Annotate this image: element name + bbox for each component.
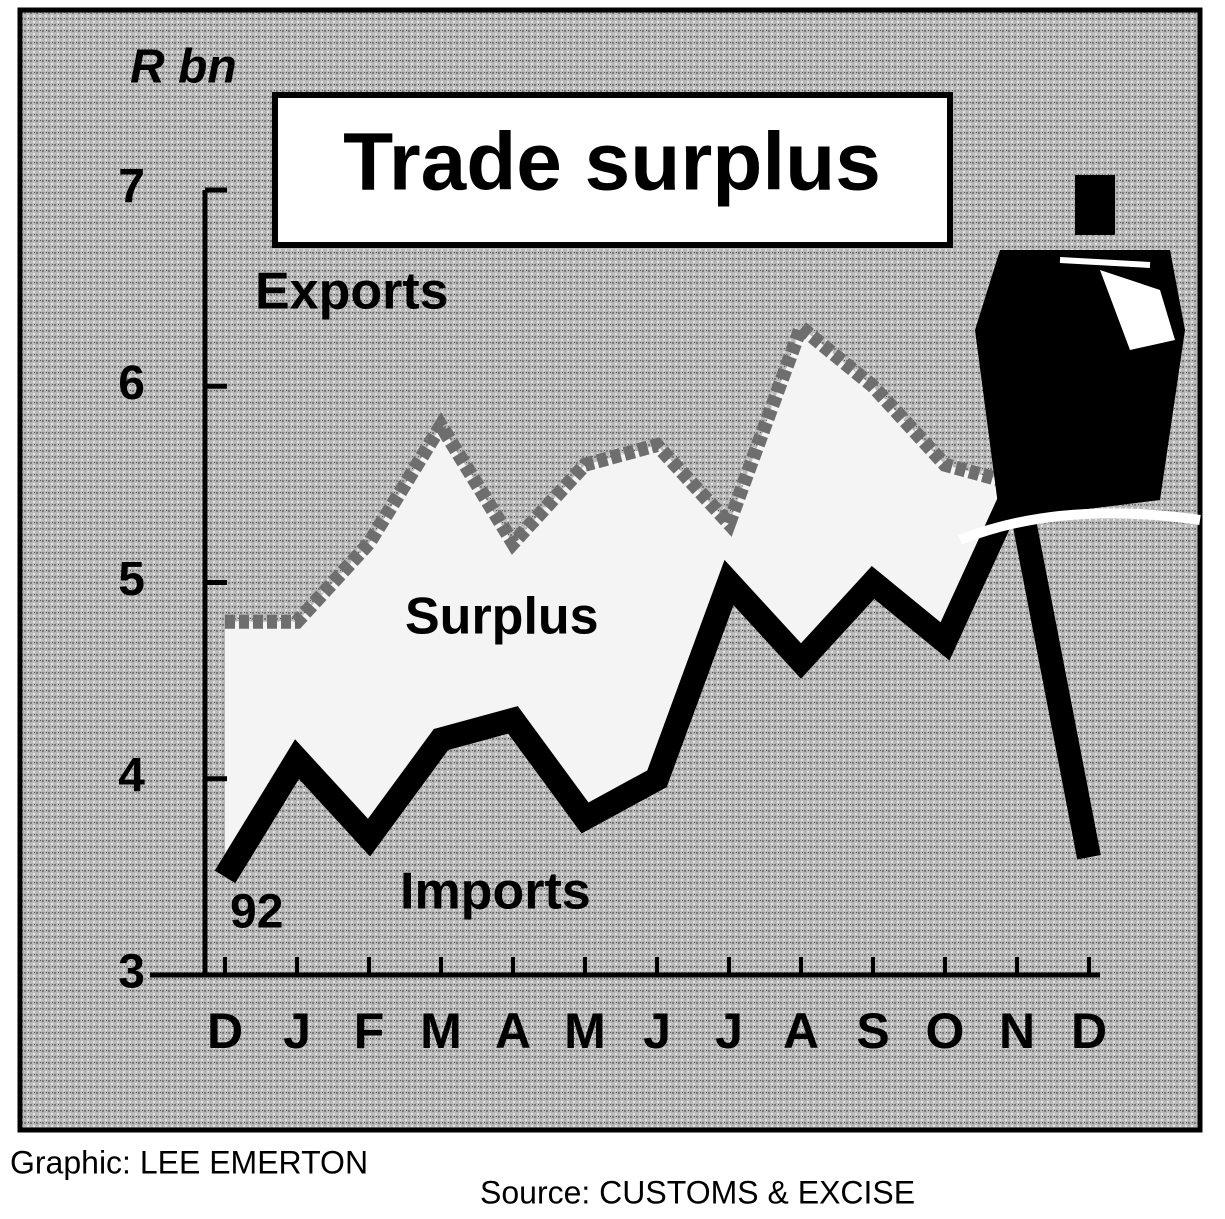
x-tick-label: A (495, 1003, 531, 1059)
y-tick-label: 5 (118, 553, 145, 606)
y-tick-label: 6 (118, 357, 145, 410)
x-tick-label: O (926, 1003, 965, 1059)
x-tick-label: J (643, 1003, 671, 1059)
x-tick-label: S (856, 1003, 889, 1059)
x-tick-label: M (564, 1003, 606, 1059)
x-tick-label: J (715, 1003, 743, 1059)
y-tick-label: 3 (118, 946, 145, 999)
year-label: 92 (230, 886, 283, 939)
x-tick-label: D (207, 1003, 243, 1059)
x-tick-label: A (783, 1003, 819, 1059)
y-tick-label: 7 (118, 161, 145, 214)
area-label: Surplus (405, 588, 599, 646)
x-tick-label: J (283, 1003, 311, 1059)
x-tick-label: N (999, 1003, 1035, 1059)
page: 34567DJFMAMJJASONDExportsSurplusImports … (0, 0, 1225, 1219)
chart: 34567DJFMAMJJASONDExportsSurplusImports … (0, 0, 1225, 1219)
x-tick-label: M (420, 1003, 462, 1059)
legend-label: Exports (255, 263, 449, 321)
source: Source: CUSTOMS & EXCISE (480, 1174, 915, 1210)
x-tick-label: F (354, 1003, 385, 1059)
legend-label: Imports (400, 863, 591, 921)
y-tick-label: 4 (118, 749, 145, 802)
credit: Graphic: LEE EMERTON (10, 1144, 368, 1180)
x-tick-label: D (1071, 1003, 1107, 1059)
y-axis-label: R bn (130, 41, 237, 94)
chart-title: Trade surplus (343, 117, 881, 208)
